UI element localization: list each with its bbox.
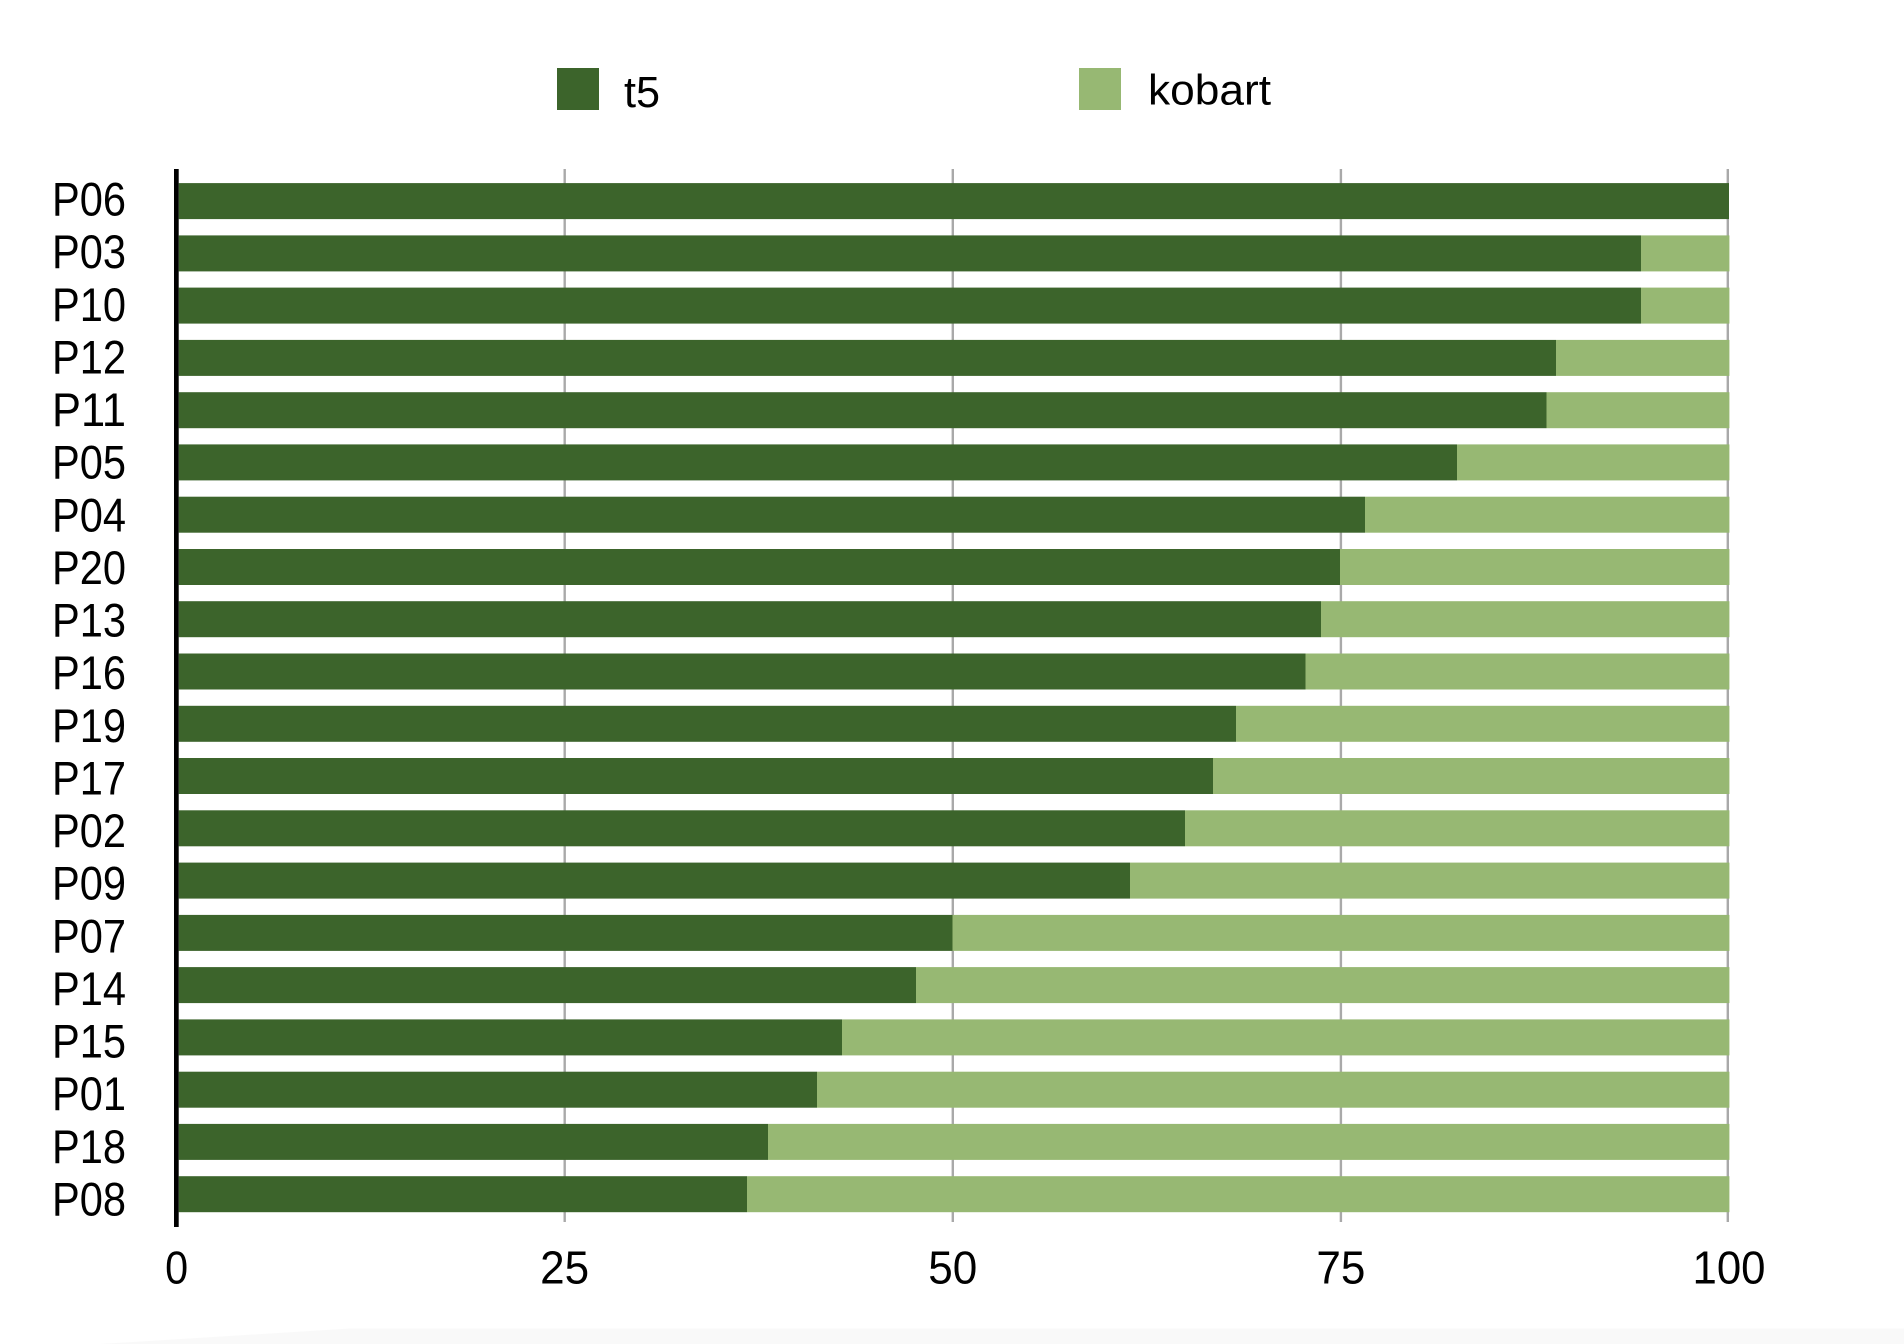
svg-text:t5: t5: [624, 68, 660, 117]
svg-text:P13: P13: [52, 595, 126, 648]
svg-text:P17: P17: [52, 752, 126, 805]
svg-text:75: 75: [1316, 1242, 1365, 1294]
svg-text:P18: P18: [52, 1121, 126, 1174]
svg-text:0: 0: [165, 1242, 188, 1294]
svg-text:P15: P15: [52, 1016, 126, 1069]
svg-text:P09: P09: [52, 858, 126, 911]
svg-text:kobart: kobart: [1148, 67, 1271, 115]
svg-text:P12: P12: [52, 331, 126, 384]
svg-text:P20: P20: [52, 542, 126, 595]
svg-text:P03: P03: [52, 226, 126, 279]
svg-text:P07: P07: [52, 910, 126, 963]
svg-text:P04: P04: [52, 489, 126, 542]
svg-text:P01: P01: [52, 1068, 126, 1121]
svg-text:P14: P14: [52, 963, 126, 1016]
svg-text:25: 25: [540, 1242, 589, 1294]
svg-text:P19: P19: [52, 700, 126, 753]
svg-text:50: 50: [928, 1242, 977, 1294]
svg-text:P06: P06: [52, 174, 126, 227]
svg-text:P02: P02: [52, 805, 126, 858]
svg-text:P16: P16: [52, 647, 126, 700]
svg-text:P05: P05: [52, 437, 126, 490]
svg-text:100: 100: [1693, 1242, 1766, 1294]
svg-text:P10: P10: [52, 279, 126, 332]
svg-text:P08: P08: [52, 1174, 126, 1227]
svg-text:P11: P11: [52, 384, 126, 437]
